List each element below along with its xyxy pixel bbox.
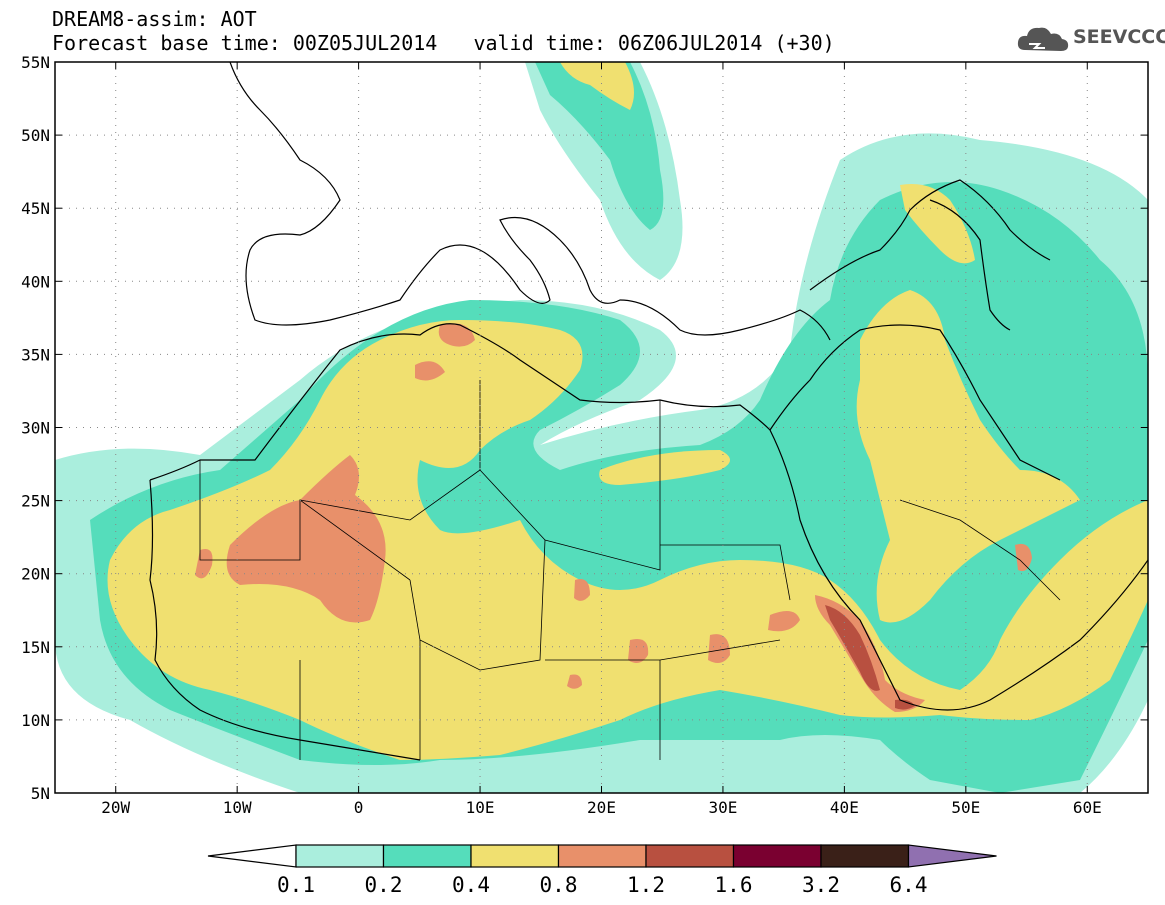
lon-label: 0 <box>354 798 364 817</box>
colorbar-level-label: 0.4 <box>452 873 490 897</box>
lat-label: 25N <box>21 492 50 511</box>
colorbar-segment <box>382 844 472 868</box>
valid-time: valid time: 06Z06JUL2014 (+30) <box>473 31 835 55</box>
borders <box>199 380 1061 760</box>
seevccc-logo: SEEVCCC <box>1015 20 1165 60</box>
colorbar-segment <box>645 844 735 868</box>
lon-label: 30E <box>708 798 737 817</box>
colorbar-segment <box>470 844 560 868</box>
lat-label: 5N <box>31 784 50 803</box>
base-time: Forecast base time: 00Z05JUL2014 <box>52 31 438 55</box>
lat-label: 50N <box>21 126 50 145</box>
lat-label: 30N <box>21 419 50 438</box>
lat-label: 35N <box>21 345 50 364</box>
colorbar-level-label: 0.8 <box>540 873 578 897</box>
colorbar-level-label: 1.6 <box>715 873 753 897</box>
colorbar-segment <box>732 844 822 868</box>
colorbar-level-label: 6.4 <box>890 873 928 897</box>
colorbar-segment <box>557 844 647 868</box>
lon-label: 20W <box>101 798 130 817</box>
lat-label: 55N <box>21 53 50 72</box>
lon-label: 50E <box>951 798 980 817</box>
axis-ticks <box>55 61 1148 794</box>
lat-label: 45N <box>21 199 50 218</box>
colorbar-level-label: 0.2 <box>365 873 403 897</box>
lat-label: 10N <box>21 711 50 730</box>
lon-label: 10E <box>466 798 495 817</box>
colorbar-over-arrow <box>907 844 997 868</box>
map-subtitle: Forecast base time: 00Z05JUL2014 valid t… <box>52 32 835 54</box>
lon-label: 40E <box>830 798 859 817</box>
map-title: DREAM8-assim: AOT <box>52 7 257 31</box>
lon-label: 20E <box>587 798 616 817</box>
longitude-labels: 20W 10W 0 10E 20E 30E 40E 50E 60E <box>101 798 1101 817</box>
lat-label: 40N <box>21 272 50 291</box>
colorbar-level-label: 0.1 <box>277 873 315 897</box>
graticule <box>55 62 1148 793</box>
colorbar-level-label: 3.2 <box>802 873 840 897</box>
colorbar: 0.1 0.2 0.4 0.8 1.2 1.6 3.2 6.4 <box>207 844 997 897</box>
lat-label: 15N <box>21 638 50 657</box>
lon-label: 60E <box>1073 798 1102 817</box>
lat-label: 20N <box>21 565 50 584</box>
coastlines <box>149 62 1148 761</box>
colorbar-level-label: 1.2 <box>627 873 665 897</box>
lon-label: 10W <box>223 798 252 817</box>
colorbar-under-arrow <box>207 844 297 868</box>
aot-field <box>55 62 1148 793</box>
colorbar-segment <box>820 844 910 868</box>
colorbar-segment <box>295 844 385 868</box>
logo-text: SEEVCCC <box>1073 26 1165 48</box>
cloud-icon <box>1017 27 1069 51</box>
latitude-labels: 55N 50N 45N 40N 35N 30N 25N 20N 15N 10N 5N <box>21 53 50 803</box>
